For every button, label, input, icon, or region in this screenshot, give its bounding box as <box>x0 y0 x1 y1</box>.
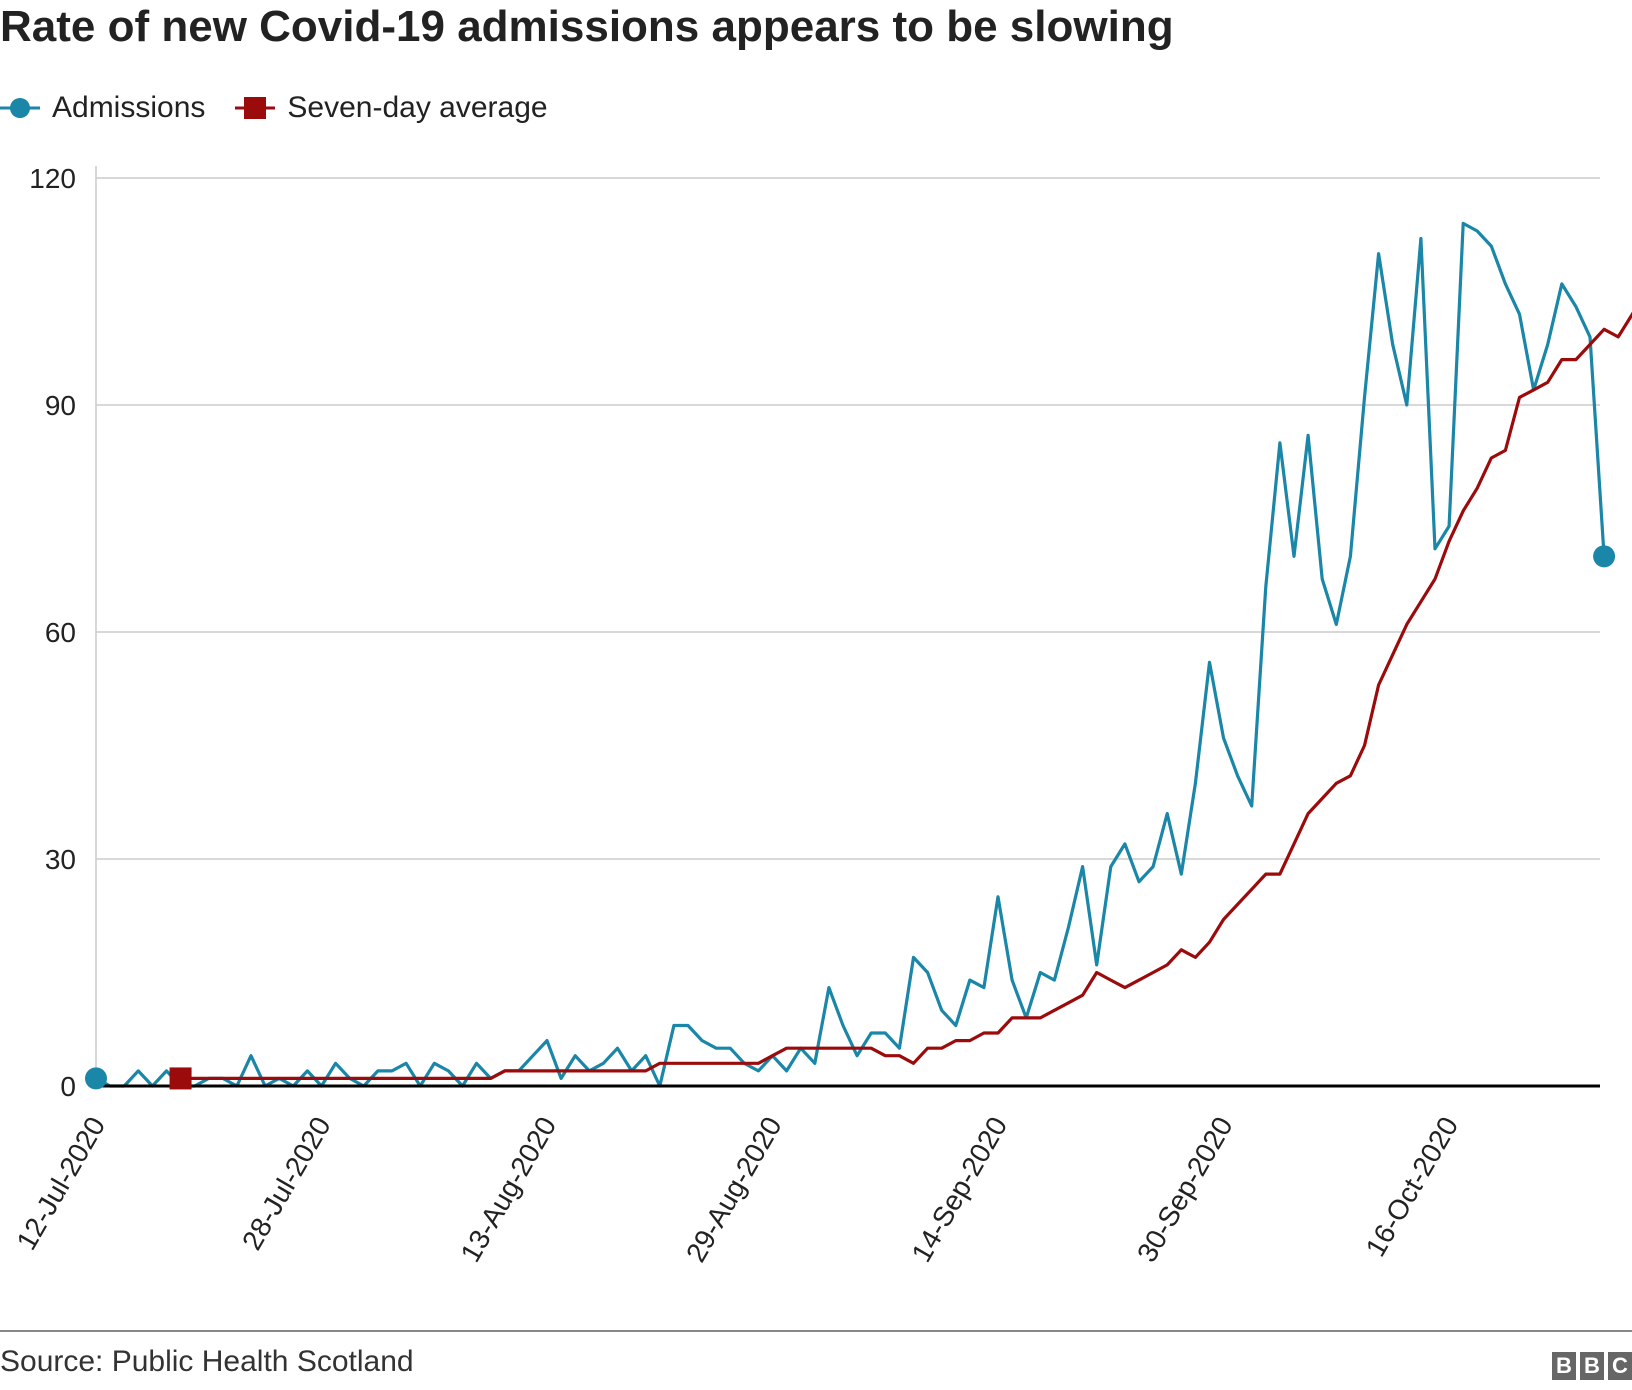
y-tick-label: 60 <box>45 617 76 648</box>
x-tick-label: 30-Sep-2020 <box>1131 1112 1239 1268</box>
y-tick-label: 30 <box>45 844 76 875</box>
footer-divider <box>0 1330 1632 1332</box>
x-tick-label: 28-Jul-2020 <box>236 1112 337 1256</box>
source-note: Source: Public Health Scotland <box>0 1345 414 1378</box>
x-tick-label: 16-Oct-2020 <box>1360 1112 1465 1262</box>
x-tick-label: 14-Sep-2020 <box>905 1112 1013 1268</box>
square-marker-icon <box>235 97 276 119</box>
y-tick-label: 0 <box>60 1071 76 1102</box>
chart-title: Rate of new Covid-19 admissions appears … <box>0 2 1174 51</box>
circle-marker-icon <box>0 98 40 118</box>
y-tick-label: 120 <box>29 163 76 194</box>
x-tick-label: 12-Jul-2020 <box>10 1112 111 1256</box>
admissions-start-marker <box>85 1067 107 1090</box>
chart-legend: Admissions Seven-day average <box>0 88 578 128</box>
admissions-line <box>95 221 1606 1088</box>
legend-item-admissions: Admissions <box>0 91 205 125</box>
logo-letter: B <box>1552 1352 1576 1380</box>
legend-item-seven-day-average: Seven-day average <box>235 91 548 125</box>
logo-letter: C <box>1608 1352 1632 1380</box>
legend-label-seven-day-average: Seven-day average <box>287 91 548 124</box>
y-tick-label: 90 <box>45 390 76 421</box>
x-tick-label: 29-Aug-2020 <box>680 1112 788 1268</box>
logo-letter: B <box>1580 1352 1604 1380</box>
line-chart: 0 30 60 90 120 12-Jul-2020 28-Jul-2020 13-Aug-2… <box>10 163 1632 1268</box>
legend-label-admissions: Admissions <box>52 91 206 124</box>
x-tick-label: 13-Aug-2020 <box>454 1112 562 1268</box>
admissions-end-marker <box>1593 545 1616 568</box>
bbc-logo: B B C <box>1552 1352 1632 1380</box>
seven-day-average-line <box>180 311 1632 1081</box>
average-start-marker <box>169 1067 192 1090</box>
